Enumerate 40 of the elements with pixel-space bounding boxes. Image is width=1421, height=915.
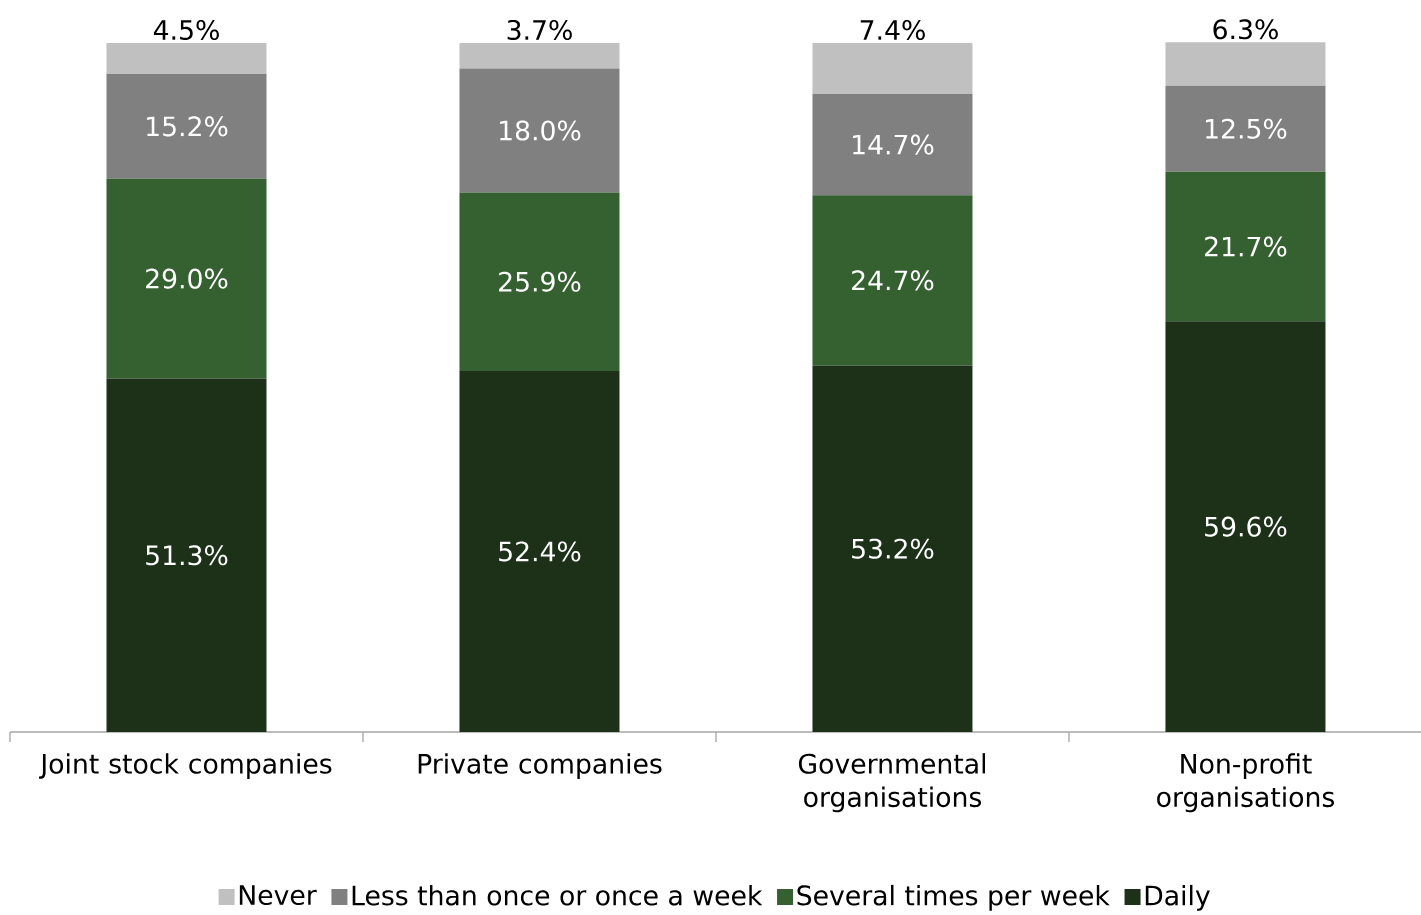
data-label: 51.3% (146, 545, 228, 566)
bar (106, 178, 267, 379)
bar (812, 195, 973, 366)
bar (106, 74, 267, 179)
data-label: 25.9% (499, 271, 581, 292)
data-label: 12.5% (1206, 118, 1287, 139)
data-label: 59.6% (1205, 516, 1287, 537)
data-label: 14.7% (853, 134, 934, 155)
x-tick-label: Joint stock companies (38, 753, 332, 779)
data-label: 6.3% (1213, 19, 1278, 40)
bar (1165, 85, 1326, 172)
bar (812, 93, 973, 196)
bar (106, 43, 267, 74)
bar (459, 370, 620, 732)
bar (1165, 42, 1326, 86)
bar (812, 43, 973, 94)
data-label: 18.0% (500, 120, 581, 141)
legend-label: Several times per week (797, 884, 1110, 911)
legend-label: Daily (1145, 884, 1210, 911)
bar (459, 43, 620, 69)
data-label: 4.5% (153, 19, 219, 41)
x-tick-label: Governmental organisations (798, 753, 986, 813)
data-label: 53.2% (852, 538, 934, 559)
data-label: 15.2% (147, 116, 228, 137)
data-label: 52.4% (499, 541, 581, 562)
data-label: 7.4% (860, 19, 925, 41)
bar (459, 68, 620, 193)
bar (106, 378, 267, 732)
x-tick-label: Non-profit organisations (1157, 753, 1335, 813)
legend-label: Less than once or once a week (352, 884, 763, 906)
data-label: 29.0% (146, 268, 228, 289)
bar (812, 365, 973, 732)
data-label: 24.7% (852, 270, 934, 291)
x-tick-label: Private companies (418, 753, 662, 779)
bar (1165, 171, 1326, 322)
bar (1165, 321, 1326, 732)
legend-label: Never (239, 885, 317, 906)
data-label: 21.7% (1205, 236, 1287, 257)
bar (459, 192, 620, 371)
data-label: 3.7% (507, 19, 572, 41)
